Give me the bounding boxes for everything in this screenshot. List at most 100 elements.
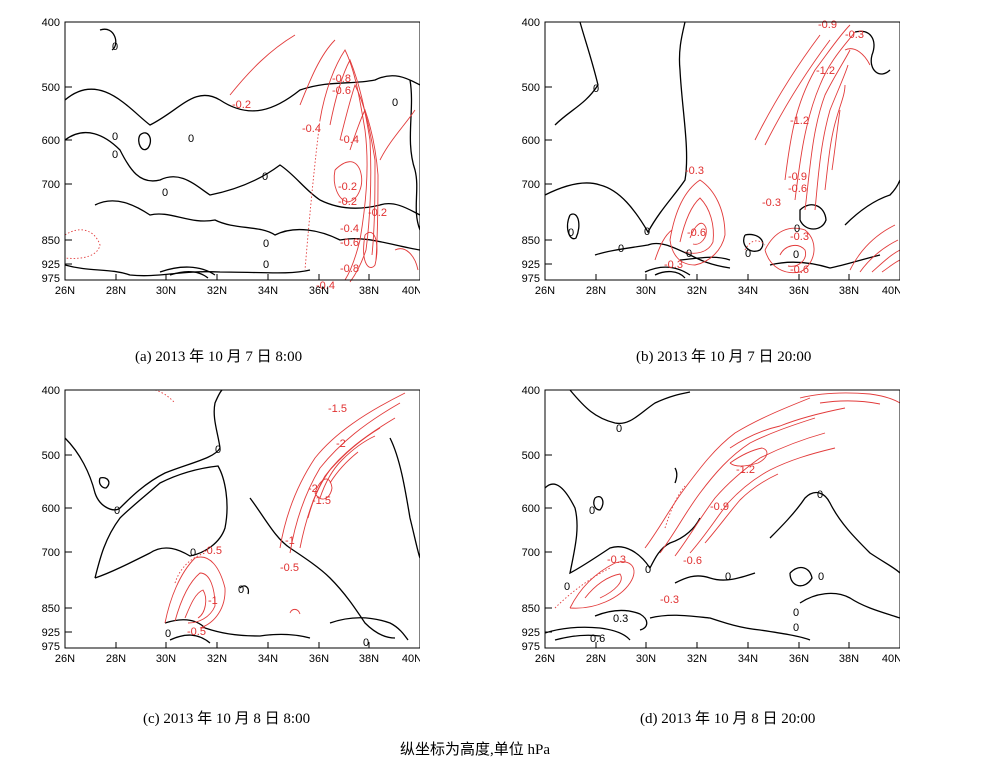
x-axis-b: 26N 28N 30N 32N 34N 36N 38N 40N xyxy=(535,274,900,297)
neg-contours-b xyxy=(654,24,900,274)
svg-text:0: 0 xyxy=(112,41,118,53)
svg-text:0: 0 xyxy=(162,187,168,199)
svg-text:-0.9: -0.9 xyxy=(710,501,729,513)
contours-d xyxy=(544,389,900,641)
svg-text:975: 975 xyxy=(522,641,540,653)
panel-a: 0 0 0 0 0 0 0 0 0 -0.2 -0.8 -0.6 -0.4 -0… xyxy=(20,10,420,310)
svg-text:0: 0 xyxy=(568,227,574,239)
svg-text:0: 0 xyxy=(263,238,269,250)
svg-text:0: 0 xyxy=(190,547,196,559)
svg-text:38N: 38N xyxy=(359,653,379,665)
svg-text:700: 700 xyxy=(42,547,60,559)
svg-text:925: 925 xyxy=(42,259,60,271)
panel-c: 0 0 0 0 0 0 -1.5 -2 -2 -1.5 -1 -0.5 -0.5… xyxy=(20,378,420,678)
svg-text:975: 975 xyxy=(522,273,540,285)
svg-text:-0.8: -0.8 xyxy=(340,263,359,275)
svg-text:38N: 38N xyxy=(839,285,859,297)
svg-text:0: 0 xyxy=(112,131,118,143)
svg-text:0: 0 xyxy=(793,249,799,261)
svg-text:38N: 38N xyxy=(359,285,379,297)
y-axis-d: 400 500 600 700 850 925 975 xyxy=(522,385,552,653)
svg-text:34N: 34N xyxy=(258,285,278,297)
svg-text:36N: 36N xyxy=(789,653,809,665)
svg-text:-0.8: -0.8 xyxy=(332,73,351,85)
svg-text:-0.6: -0.6 xyxy=(683,555,702,567)
svg-text:28N: 28N xyxy=(106,653,126,665)
y-axis-a: 400 500 600 700 850 925 975 xyxy=(42,17,72,285)
svg-text:26N: 26N xyxy=(535,653,555,665)
svg-text:30N: 30N xyxy=(636,285,656,297)
svg-text:850: 850 xyxy=(522,603,540,615)
svg-text:500: 500 xyxy=(522,450,540,462)
svg-text:0: 0 xyxy=(818,571,824,583)
svg-text:32N: 32N xyxy=(687,653,707,665)
contour-labels-a: 0 0 0 0 0 0 0 0 0 -0.2 -0.8 -0.6 -0.4 -0… xyxy=(112,41,398,292)
svg-text:32N: 32N xyxy=(207,285,227,297)
plot-frame-a xyxy=(64,21,420,281)
svg-text:-1: -1 xyxy=(285,535,295,547)
svg-text:32N: 32N xyxy=(207,653,227,665)
svg-text:-0.3: -0.3 xyxy=(685,165,704,177)
svg-text:-2: -2 xyxy=(336,438,346,450)
svg-text:34N: 34N xyxy=(738,285,758,297)
svg-text:0: 0 xyxy=(644,226,650,238)
svg-text:600: 600 xyxy=(42,135,60,147)
svg-text:-0.2: -0.2 xyxy=(338,181,357,193)
neg-contours-d xyxy=(554,392,900,609)
svg-text:0: 0 xyxy=(263,259,269,271)
y-axis-b: 400 500 600 700 850 925 975 xyxy=(522,17,552,285)
svg-text:-0.4: -0.4 xyxy=(316,280,335,292)
svg-text:26N: 26N xyxy=(55,285,75,297)
svg-text:-0.9: -0.9 xyxy=(788,171,807,183)
svg-text:28N: 28N xyxy=(586,653,606,665)
svg-text:0: 0 xyxy=(589,505,595,517)
svg-text:0.3: 0.3 xyxy=(613,613,628,625)
svg-text:-0.3: -0.3 xyxy=(660,594,679,606)
svg-text:500: 500 xyxy=(522,82,540,94)
svg-text:-0.6: -0.6 xyxy=(687,227,706,239)
plot-frame-d xyxy=(544,389,900,649)
svg-text:925: 925 xyxy=(522,627,540,639)
svg-text:600: 600 xyxy=(522,503,540,515)
svg-text:0: 0 xyxy=(817,489,823,501)
svg-text:0: 0 xyxy=(114,505,120,517)
svg-text:0: 0 xyxy=(793,622,799,634)
svg-text:400: 400 xyxy=(42,17,60,29)
svg-text:700: 700 xyxy=(522,179,540,191)
caption-b: (b) 2013 年 10 月 7 日 20:00 xyxy=(636,349,812,365)
svg-text:-1.5: -1.5 xyxy=(328,403,347,415)
svg-text:-0.6: -0.6 xyxy=(790,264,809,276)
caption-c: (c) 2013 年 10 月 8 日 8:00 xyxy=(143,711,311,727)
svg-text:28N: 28N xyxy=(586,285,606,297)
contour-labels-c: 0 0 0 0 0 0 -1.5 -2 -2 -1.5 -1 -0.5 -0.5… xyxy=(114,403,369,649)
svg-text:400: 400 xyxy=(522,385,540,397)
svg-text:0: 0 xyxy=(392,97,398,109)
svg-text:0.6: 0.6 xyxy=(590,633,605,645)
x-axis-a: 26N 28N 30N 32N 34N 36N 38N 40N xyxy=(55,274,420,297)
svg-text:0: 0 xyxy=(618,243,624,255)
svg-text:36N: 36N xyxy=(789,285,809,297)
contours-a xyxy=(64,28,420,279)
svg-text:0: 0 xyxy=(165,628,171,640)
neg-contours-c xyxy=(154,389,406,629)
svg-text:34N: 34N xyxy=(258,653,278,665)
svg-text:850: 850 xyxy=(42,603,60,615)
svg-text:32N: 32N xyxy=(687,285,707,297)
svg-text:36N: 36N xyxy=(309,653,329,665)
svg-text:26N: 26N xyxy=(535,285,555,297)
svg-text:38N: 38N xyxy=(839,653,859,665)
svg-text:36N: 36N xyxy=(309,285,329,297)
svg-text:700: 700 xyxy=(522,547,540,559)
svg-text:-0.2: -0.2 xyxy=(232,99,251,111)
svg-text:0: 0 xyxy=(363,637,369,649)
svg-text:30N: 30N xyxy=(636,653,656,665)
contour-labels-b: 0 0 0 0 0 0 0 0 -0.9 -0.3 -1.2 -1.2 -0.3… xyxy=(568,19,864,276)
svg-text:850: 850 xyxy=(522,235,540,247)
svg-text:-0.4: -0.4 xyxy=(340,134,359,146)
svg-text:26N: 26N xyxy=(55,653,75,665)
plot-frame-c xyxy=(64,389,420,649)
svg-text:-0.5: -0.5 xyxy=(203,545,222,557)
svg-text:0: 0 xyxy=(725,571,731,583)
svg-text:-0.3: -0.3 xyxy=(845,29,864,41)
svg-text:600: 600 xyxy=(522,135,540,147)
